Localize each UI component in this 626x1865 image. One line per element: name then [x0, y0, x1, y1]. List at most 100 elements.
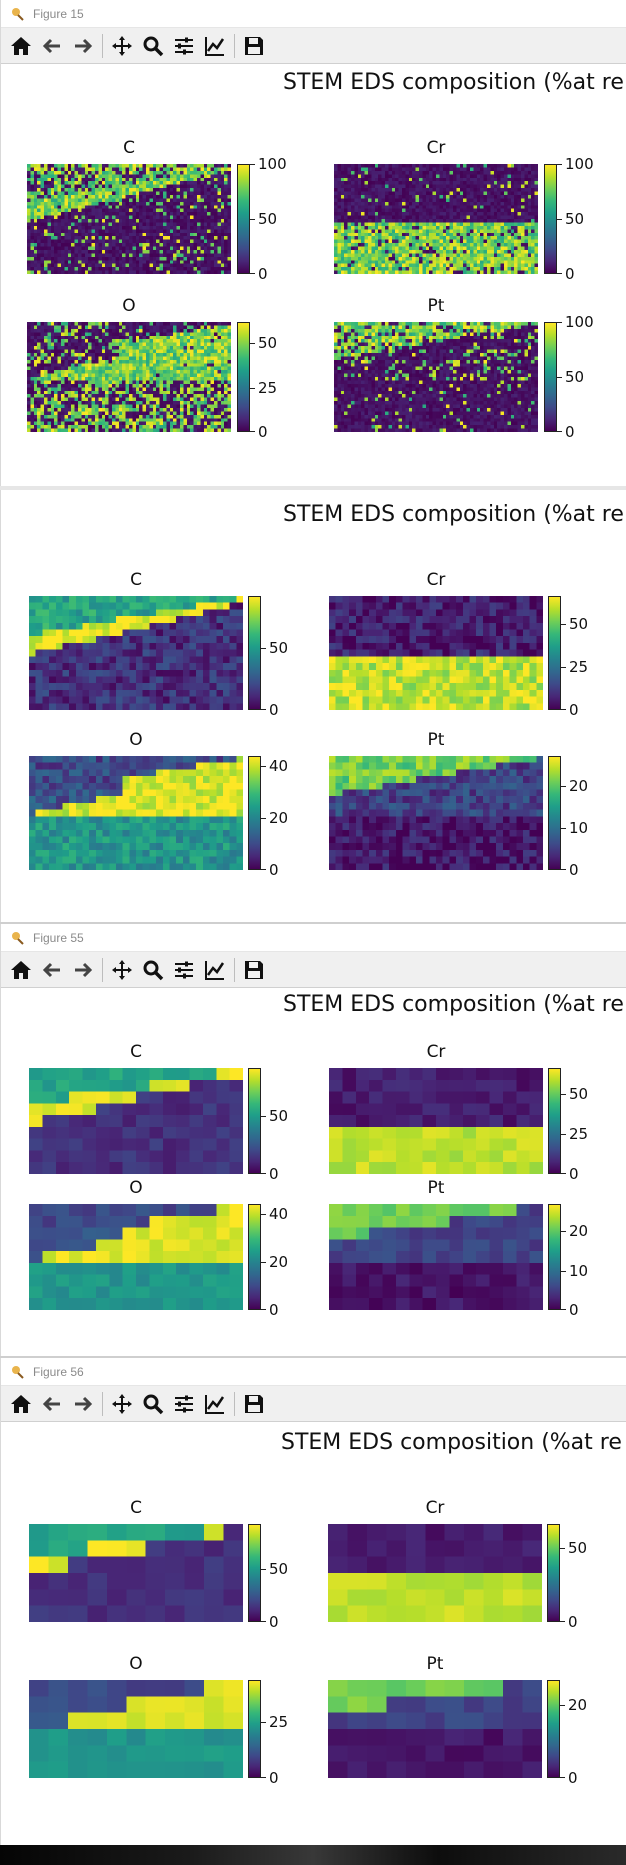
- heatmap-o: [29, 756, 243, 870]
- colorbar-tick: [261, 1261, 266, 1263]
- colorbar-tick-label: 50: [569, 614, 589, 633]
- colorbar-tick-label: 50: [568, 1538, 588, 1557]
- colorbar-tick: [261, 709, 266, 710]
- figure-window-15: Figure 15 STEM EDS composition (%at re C…: [0, 0, 626, 490]
- colorbar-tick-label: 20: [569, 1222, 589, 1241]
- edit-axis-icon[interactable]: [201, 1390, 229, 1418]
- colorbar-tick: [250, 343, 255, 345]
- back-arrow-icon[interactable]: [38, 956, 66, 984]
- back-arrow-icon[interactable]: [38, 1390, 66, 1418]
- colorbar-c: [248, 1068, 261, 1174]
- desktop-background: [0, 1845, 626, 1865]
- zoom-icon[interactable]: [139, 32, 167, 60]
- colorbar-cr: [548, 1068, 561, 1174]
- figure-suptitle: STEM EDS composition (%at re: [283, 992, 624, 1017]
- colorbar-tick: [561, 666, 566, 668]
- colorbar-tick: [250, 273, 255, 274]
- colorbar-tick: [560, 1777, 565, 1778]
- heatmap-c: [29, 596, 243, 710]
- colorbar-cr: [544, 164, 557, 274]
- colorbar-tick: [261, 1722, 266, 1724]
- colorbar-tick-label: 50: [569, 1084, 589, 1103]
- toolbar-separator: [102, 33, 103, 58]
- figure-window-partial: STEM EDS composition (%at re C Cr O Pt 5…: [0, 490, 626, 922]
- save-icon[interactable]: [240, 32, 268, 60]
- colorbar-tick-label: 0: [568, 1769, 578, 1787]
- edit-axis-icon[interactable]: [201, 956, 229, 984]
- colorbar-tick: [561, 785, 566, 787]
- panel-title-cr: Cr: [426, 1042, 446, 1062]
- colorbar-tick: [250, 219, 255, 220]
- configure-subplots-icon[interactable]: [170, 32, 198, 60]
- colorbar-c: [237, 164, 250, 274]
- panel-title-c: C: [123, 138, 135, 158]
- colorbar-tick: [261, 1116, 266, 1118]
- configure-subplots-icon[interactable]: [170, 956, 198, 984]
- panel-title-pt: Pt: [426, 1654, 444, 1674]
- colorbar-tick-label: 100: [565, 313, 594, 331]
- colorbar-tick-label: 100: [258, 155, 287, 173]
- toolbar-separator: [234, 1391, 235, 1416]
- toolbar-separator: [234, 33, 235, 58]
- colorbar-tick-label: 0: [568, 1613, 578, 1631]
- heatmap-cr: [329, 1068, 543, 1174]
- edit-axis-icon[interactable]: [201, 32, 229, 60]
- figure-suptitle: STEM EDS composition (%at re: [283, 70, 624, 95]
- colorbar-tick: [561, 869, 566, 870]
- colorbar-tick-label: 0: [269, 1769, 279, 1787]
- colorbar-tick-label: 50: [269, 1107, 289, 1126]
- toolbar: [1, 1386, 626, 1422]
- colorbar-tick-label: 10: [569, 1261, 589, 1280]
- configure-subplots-icon[interactable]: [170, 1390, 198, 1418]
- colorbar-tick-label: 40: [269, 757, 289, 776]
- heatmap-pt: [329, 1204, 543, 1310]
- colorbar-tick-label: 0: [565, 265, 575, 283]
- app-icon: [12, 7, 24, 21]
- home-icon[interactable]: [7, 1390, 35, 1418]
- heatmap-o: [27, 322, 231, 432]
- colorbar-pt: [548, 756, 561, 870]
- toolbar-separator: [234, 957, 235, 982]
- zoom-icon[interactable]: [139, 1390, 167, 1418]
- toolbar-separator: [102, 957, 103, 982]
- heatmap-cr: [329, 596, 543, 710]
- panel-title-o: O: [122, 296, 136, 316]
- heatmap-pt: [329, 756, 543, 870]
- colorbar-tick: [261, 818, 266, 820]
- colorbar-pt: [548, 1204, 561, 1310]
- save-icon[interactable]: [240, 1390, 268, 1418]
- figure-suptitle: STEM EDS composition (%at re: [281, 1430, 622, 1455]
- colorbar-tick: [250, 164, 255, 165]
- panel-title-o: O: [129, 730, 143, 750]
- zoom-icon[interactable]: [139, 956, 167, 984]
- forward-arrow-icon[interactable]: [69, 956, 97, 984]
- title-bar[interactable]: Figure 55: [1, 924, 626, 952]
- panel-title-o: O: [129, 1178, 143, 1198]
- forward-arrow-icon[interactable]: [69, 1390, 97, 1418]
- colorbar-tick-label: 0: [569, 1301, 579, 1319]
- colorbar-pt: [544, 322, 557, 432]
- pan-icon[interactable]: [108, 32, 136, 60]
- heatmap-pt: [328, 1680, 542, 1778]
- title-bar[interactable]: Figure 15: [1, 0, 626, 28]
- home-icon[interactable]: [7, 32, 35, 60]
- colorbar-tick-label: 50: [269, 639, 289, 658]
- colorbar-tick: [261, 1309, 266, 1310]
- colorbar-tick: [561, 1093, 566, 1095]
- forward-arrow-icon[interactable]: [69, 32, 97, 60]
- colorbar-tick-label: 50: [565, 210, 585, 228]
- back-arrow-icon[interactable]: [38, 32, 66, 60]
- save-icon[interactable]: [240, 956, 268, 984]
- colorbar-tick-label: 40: [269, 1204, 289, 1223]
- heatmap-cr: [328, 1524, 542, 1622]
- home-icon[interactable]: [7, 956, 35, 984]
- title-bar[interactable]: Figure 56: [1, 1358, 626, 1386]
- heatmap-pt: [334, 322, 538, 432]
- pan-icon[interactable]: [108, 1390, 136, 1418]
- colorbar-tick: [261, 1173, 266, 1174]
- colorbar-tick: [561, 1231, 566, 1233]
- panel-title-cr: Cr: [426, 570, 446, 590]
- pan-icon[interactable]: [108, 956, 136, 984]
- panel-title-c: C: [130, 1498, 142, 1518]
- toolbar-separator: [102, 1391, 103, 1416]
